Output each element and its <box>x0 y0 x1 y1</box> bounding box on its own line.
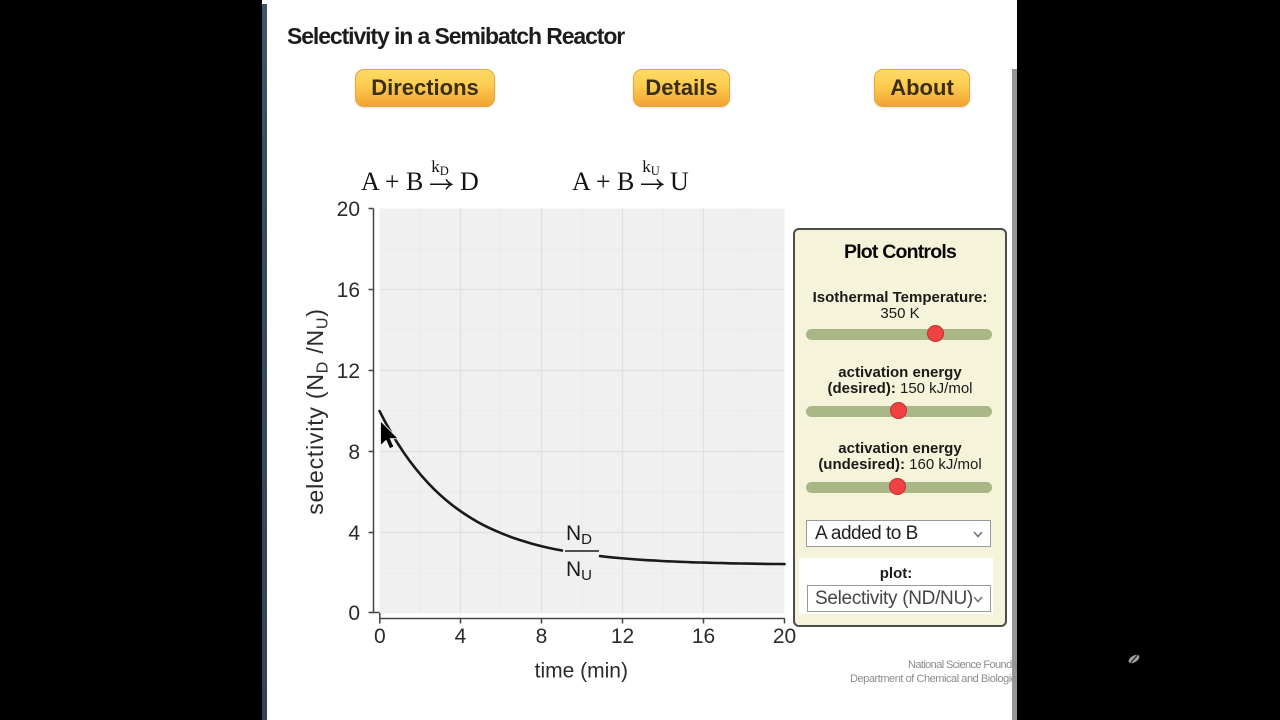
svg-text:U: U <box>670 167 689 196</box>
svg-text:12: 12 <box>611 625 634 648</box>
svg-text:20: 20 <box>337 198 360 221</box>
svg-text:0: 0 <box>348 602 360 625</box>
svg-text:4: 4 <box>455 625 467 648</box>
svg-text:selectivity (ND /NU): selectivity (ND /NU) <box>302 308 332 515</box>
svg-text:kU: kU <box>642 157 660 178</box>
svg-text:A + B: A + B <box>361 167 423 196</box>
svg-text:12: 12 <box>337 360 360 383</box>
svg-text:20: 20 <box>773 625 796 648</box>
svg-text:16: 16 <box>337 279 360 302</box>
svg-text:A + B: A + B <box>572 167 634 196</box>
svg-text:D: D <box>460 167 479 196</box>
svg-text:16: 16 <box>692 625 715 648</box>
svg-text:kD: kD <box>431 157 449 178</box>
svg-text:8: 8 <box>348 441 360 464</box>
svg-text:8: 8 <box>536 625 548 648</box>
svg-text:0: 0 <box>374 625 386 648</box>
svg-text:time (min): time (min) <box>535 660 628 683</box>
svg-text:4: 4 <box>348 522 360 545</box>
